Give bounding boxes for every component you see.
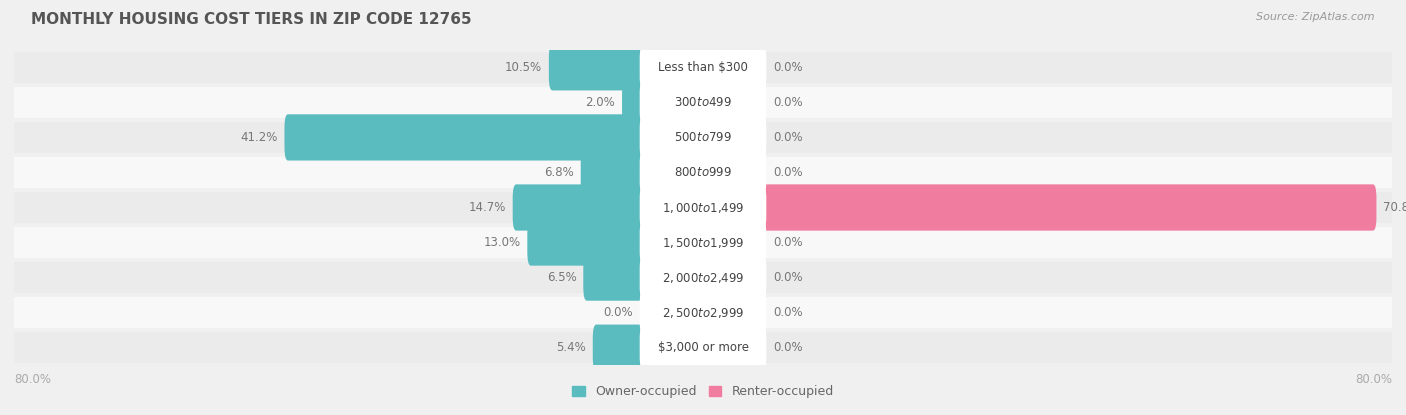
FancyBboxPatch shape (14, 157, 1392, 188)
Text: $500 to $799: $500 to $799 (673, 131, 733, 144)
Text: $2,000 to $2,499: $2,000 to $2,499 (662, 271, 744, 285)
Text: $1,500 to $1,999: $1,500 to $1,999 (662, 236, 744, 249)
FancyBboxPatch shape (621, 79, 647, 125)
FancyBboxPatch shape (640, 291, 766, 334)
FancyBboxPatch shape (640, 116, 766, 159)
Text: 41.2%: 41.2% (240, 131, 277, 144)
Text: Less than $300: Less than $300 (658, 61, 748, 74)
FancyBboxPatch shape (593, 325, 647, 371)
Text: 14.7%: 14.7% (468, 201, 506, 214)
Text: Source: ZipAtlas.com: Source: ZipAtlas.com (1257, 12, 1375, 22)
FancyBboxPatch shape (14, 262, 1392, 293)
Text: 10.5%: 10.5% (505, 61, 541, 74)
Text: $1,000 to $1,499: $1,000 to $1,499 (662, 200, 744, 215)
FancyBboxPatch shape (640, 186, 766, 229)
FancyBboxPatch shape (640, 326, 766, 369)
Text: 0.0%: 0.0% (773, 96, 803, 109)
Text: 0.0%: 0.0% (773, 236, 803, 249)
Text: MONTHLY HOUSING COST TIERS IN ZIP CODE 12765: MONTHLY HOUSING COST TIERS IN ZIP CODE 1… (31, 12, 471, 27)
FancyBboxPatch shape (284, 114, 647, 161)
FancyBboxPatch shape (14, 122, 1392, 153)
Text: 5.4%: 5.4% (557, 341, 586, 354)
FancyBboxPatch shape (14, 192, 1392, 223)
Text: 0.0%: 0.0% (773, 61, 803, 74)
Text: 80.0%: 80.0% (14, 373, 51, 386)
Text: 0.0%: 0.0% (773, 341, 803, 354)
FancyBboxPatch shape (640, 151, 766, 194)
Text: 0.0%: 0.0% (773, 166, 803, 179)
Text: 0.0%: 0.0% (773, 131, 803, 144)
FancyBboxPatch shape (14, 87, 1392, 118)
Text: 0.0%: 0.0% (603, 306, 633, 319)
Text: $800 to $999: $800 to $999 (673, 166, 733, 179)
FancyBboxPatch shape (640, 81, 766, 124)
Text: 13.0%: 13.0% (484, 236, 520, 249)
FancyBboxPatch shape (640, 46, 766, 89)
Text: 80.0%: 80.0% (1355, 373, 1392, 386)
FancyBboxPatch shape (14, 297, 1392, 328)
FancyBboxPatch shape (640, 221, 766, 264)
Text: 2.0%: 2.0% (585, 96, 616, 109)
FancyBboxPatch shape (581, 149, 647, 195)
FancyBboxPatch shape (14, 332, 1392, 364)
FancyBboxPatch shape (640, 256, 766, 299)
Text: 70.8%: 70.8% (1384, 201, 1406, 214)
FancyBboxPatch shape (527, 220, 647, 266)
Text: $300 to $499: $300 to $499 (673, 96, 733, 109)
Text: 0.0%: 0.0% (773, 306, 803, 319)
Text: 6.8%: 6.8% (544, 166, 574, 179)
FancyBboxPatch shape (513, 184, 647, 231)
FancyBboxPatch shape (759, 184, 1376, 231)
FancyBboxPatch shape (583, 254, 647, 301)
FancyBboxPatch shape (14, 227, 1392, 258)
Legend: Owner-occupied, Renter-occupied: Owner-occupied, Renter-occupied (568, 380, 838, 403)
FancyBboxPatch shape (548, 44, 647, 90)
Text: 6.5%: 6.5% (547, 271, 576, 284)
Text: $3,000 or more: $3,000 or more (658, 341, 748, 354)
Text: 0.0%: 0.0% (773, 271, 803, 284)
Text: $2,500 to $2,999: $2,500 to $2,999 (662, 305, 744, 320)
FancyBboxPatch shape (14, 51, 1392, 83)
